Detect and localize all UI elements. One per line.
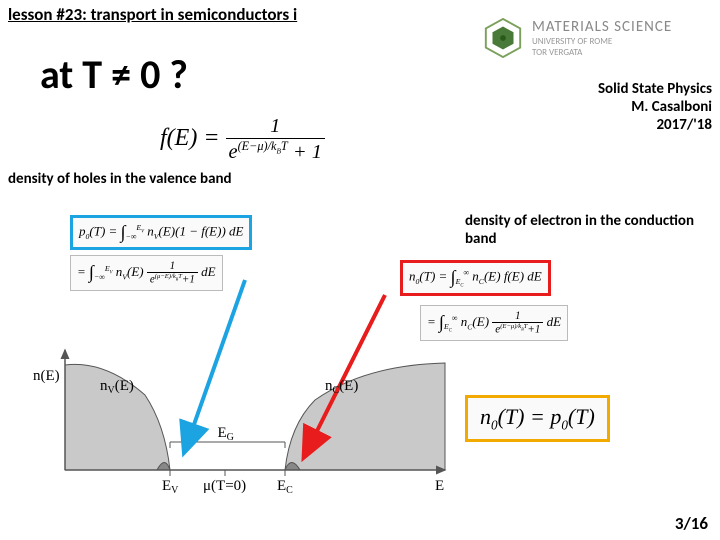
svg-text:nV(E): nV(E)	[100, 378, 134, 396]
holes-label: density of holes in the valence band	[8, 170, 232, 188]
course-line2: M. Casalboni	[598, 98, 712, 116]
main-heading: at T ≠ 0 ?	[40, 50, 188, 99]
brand-logo: MATERIALS SCIENCE UNIVERSITY OF ROME TOR…	[482, 8, 712, 68]
svg-text:μ(T=0): μ(T=0)	[203, 478, 246, 494]
course-line1: Solid State Physics	[598, 80, 712, 98]
hexagon-icon	[482, 17, 524, 59]
page-number: 3/16	[675, 513, 708, 534]
fermi-equation: f(E) = 1e(E−μ)/kBT + 1	[160, 115, 325, 164]
svg-text:EV: EV	[162, 478, 179, 495]
course-info: Solid State Physics M. Casalboni 2017/'1…	[598, 80, 712, 134]
uni-line1: UNIVERSITY OF ROME	[532, 36, 672, 47]
course-line3: 2017/'18	[598, 116, 712, 134]
svg-text:n(E): n(E)	[33, 368, 60, 384]
brand-name: MATERIALS SCIENCE	[532, 18, 672, 36]
svg-text:EG: EG	[218, 425, 234, 443]
uni-line2: TOR VERGATA	[532, 47, 672, 58]
svg-text:E: E	[435, 478, 444, 494]
svg-text:EC: EC	[277, 478, 293, 495]
lesson-title: lesson #23: transport in semiconductors …	[8, 4, 297, 25]
svg-text:nC(E): nC(E)	[325, 378, 358, 396]
dos-plot: n(E) nV(E) nC(E) EG EV μ(T=0) EC E	[15, 215, 705, 495]
band-diagram: p0(T) = ∫−∞EV nV(E)(1 − f(E)) dE = ∫−∞EV…	[15, 215, 705, 495]
